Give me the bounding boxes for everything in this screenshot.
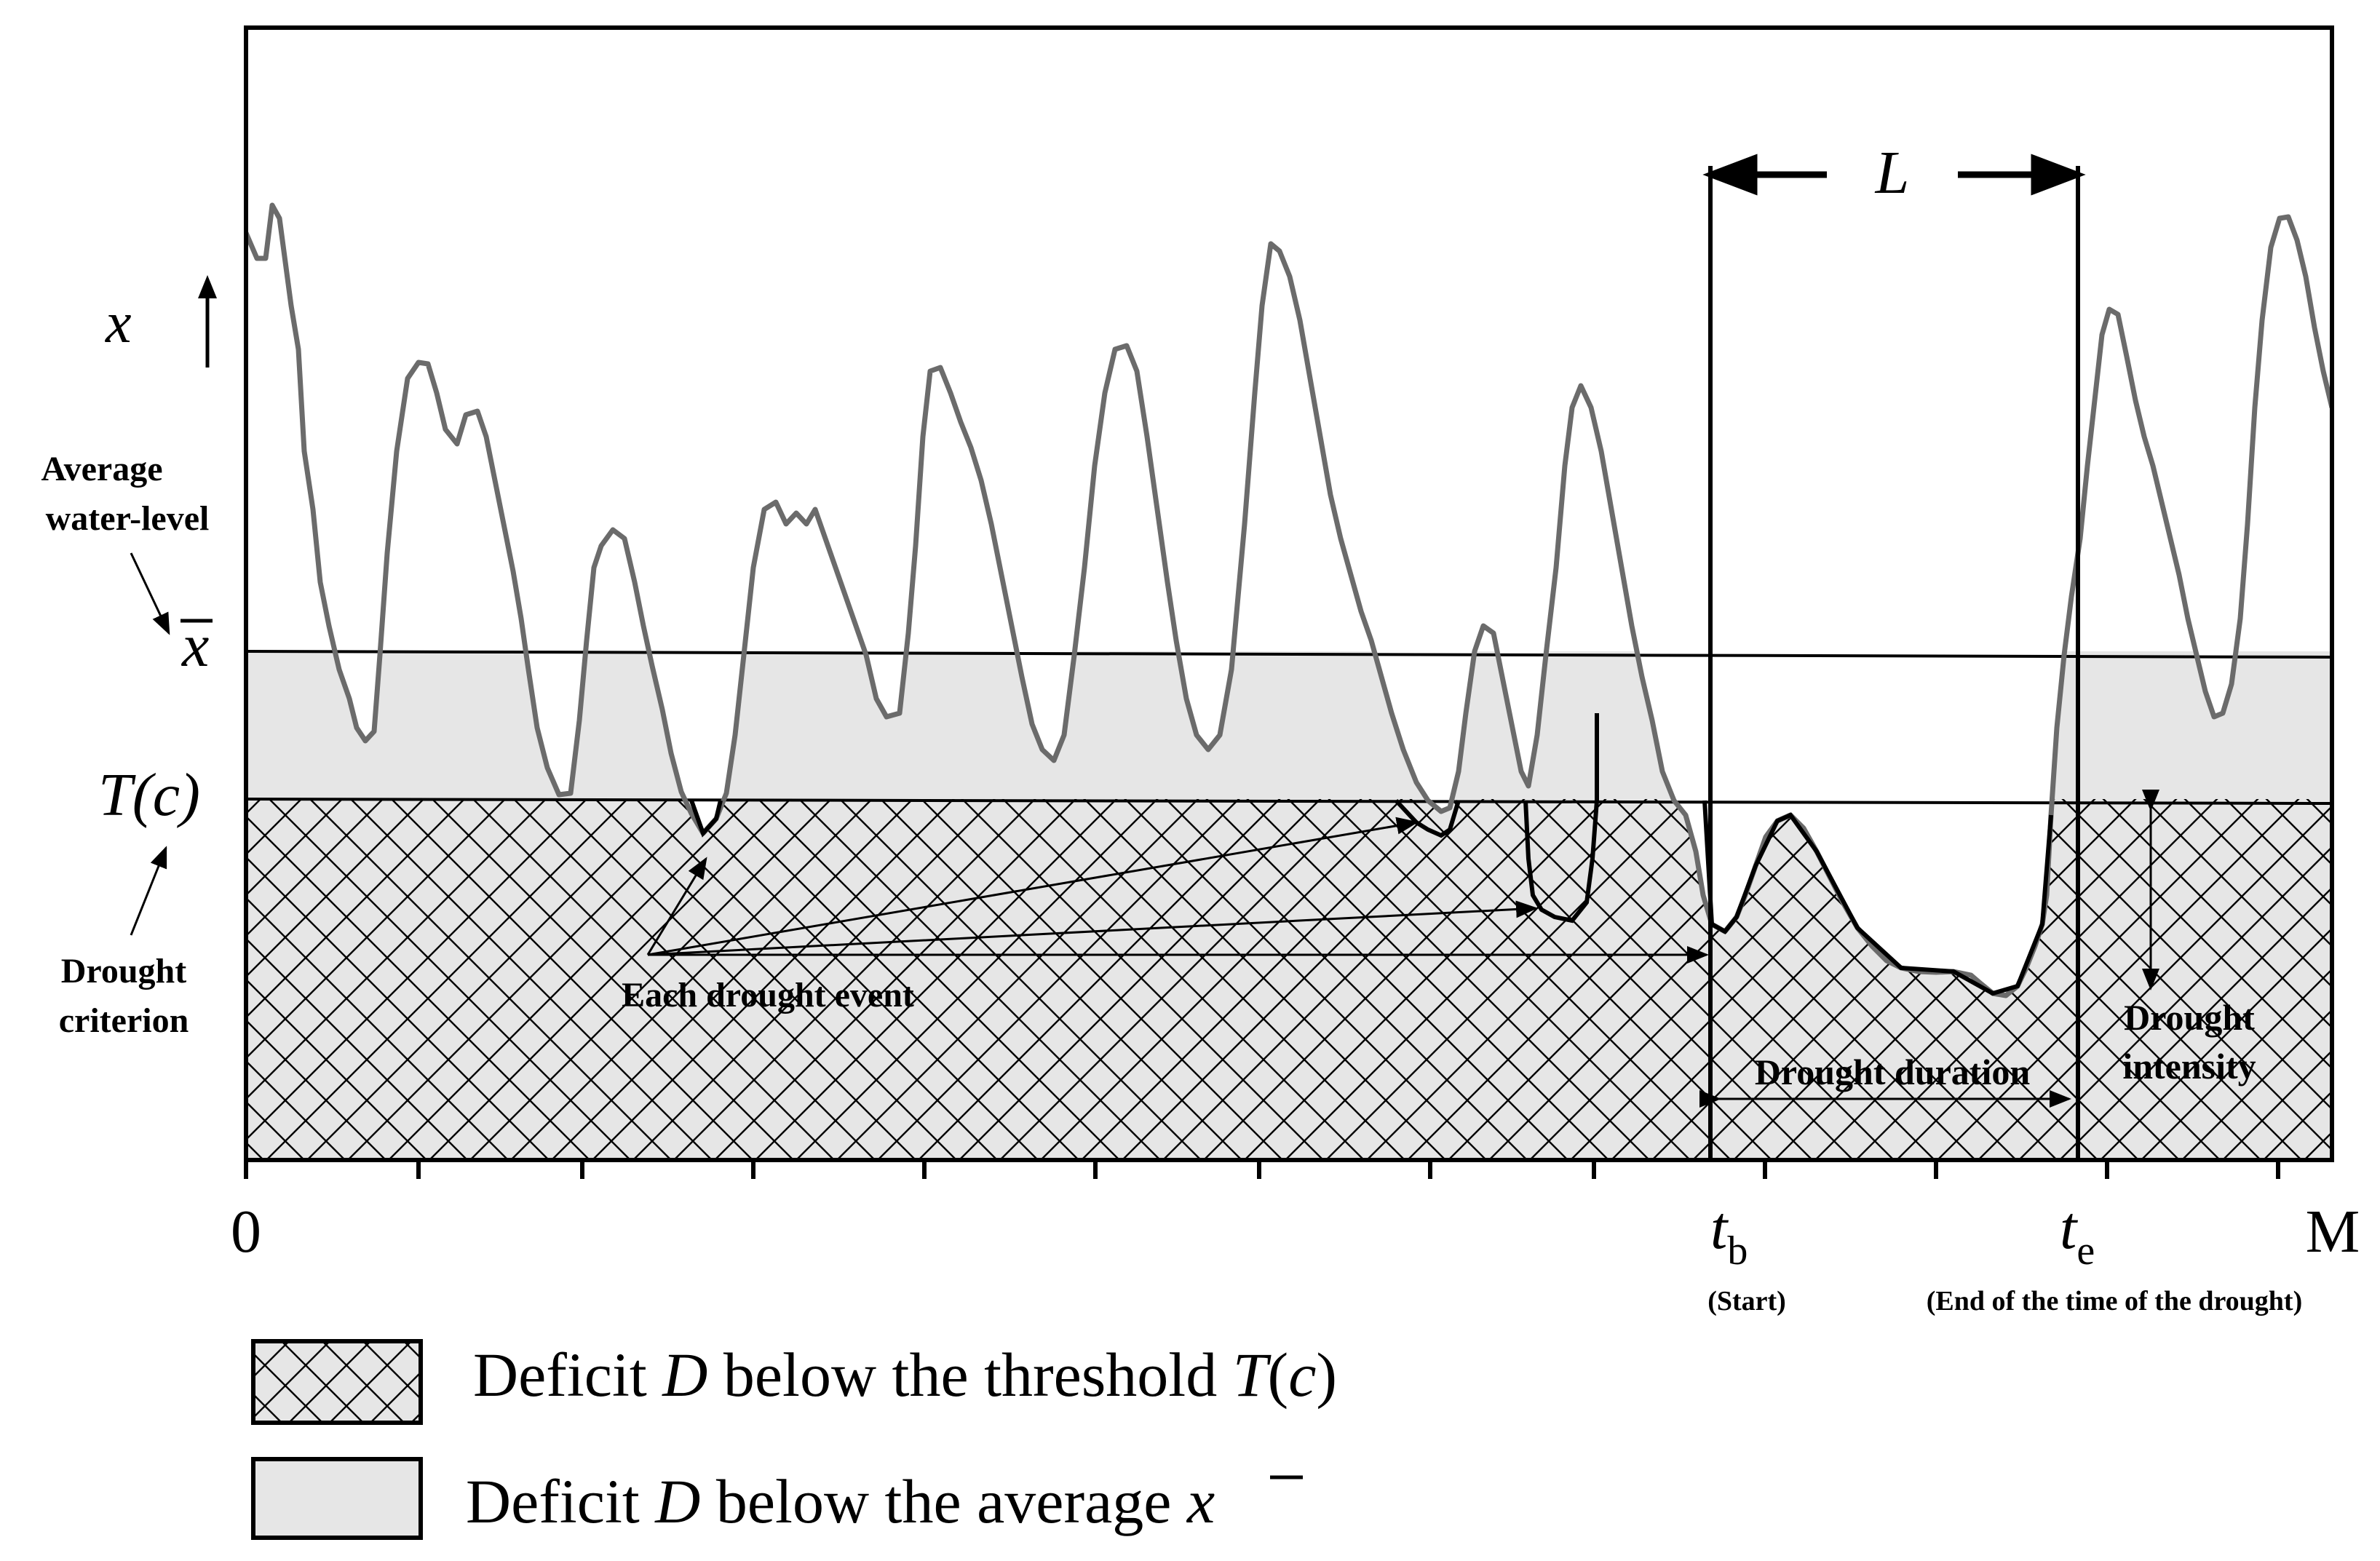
L-label: L (1875, 139, 1910, 207)
y-axis-variable: x (105, 291, 132, 355)
L-span-arrow (1702, 154, 2086, 196)
tb-label: tb (1710, 1194, 1748, 1274)
start-note: (Start) (1707, 1286, 1786, 1316)
intensity-label-line2: intensity (2122, 1046, 2256, 1087)
xbar-label: x (181, 612, 209, 680)
drought-event-outline-4 (1702, 800, 2053, 996)
drought-event-outline-3 (1523, 713, 1599, 924)
average-label-line1: Average (41, 450, 162, 488)
legend-average-deficit: Deficit D below the average x (466, 1466, 1215, 1536)
legend-threshold-deficit: Deficit D below the threshold T(c) (473, 1340, 1337, 1410)
average-label-line2: water-level (46, 499, 210, 538)
legend-hatched-swatch (251, 1339, 423, 1425)
legend-shaded-swatch (251, 1457, 423, 1540)
threshold-label: T(c) (98, 761, 200, 829)
te-label: te (2060, 1194, 2095, 1274)
criterion-label-line2: criterion (59, 1001, 189, 1040)
criterion-pointer-arrow (130, 846, 167, 936)
average-line (245, 650, 2333, 659)
y-up-arrow-icon (198, 275, 217, 368)
above-curve-mask (246, 28, 2332, 996)
origin-label: 0 (231, 1198, 261, 1266)
end-label-M: M (2306, 1198, 2360, 1266)
deficit-below-threshold-area (246, 799, 2332, 1161)
event-pointer-arrows (646, 817, 1709, 964)
x-axis-ticks (244, 1160, 2280, 1179)
intensity-label-line1: Drought (2124, 997, 2255, 1038)
criterion-label-line1: Drought (61, 952, 186, 990)
drought-event-outline-1 (689, 799, 723, 838)
each-drought-event-label: Each drought event (622, 976, 914, 1014)
drought-duration-label: Drought duration (1755, 1052, 2031, 1092)
plot-frame (244, 25, 2334, 1162)
average-pointer-arrow (130, 552, 170, 635)
threshold-line (245, 798, 2333, 805)
end-note: (End of the time of the drought) (1927, 1286, 2303, 1316)
